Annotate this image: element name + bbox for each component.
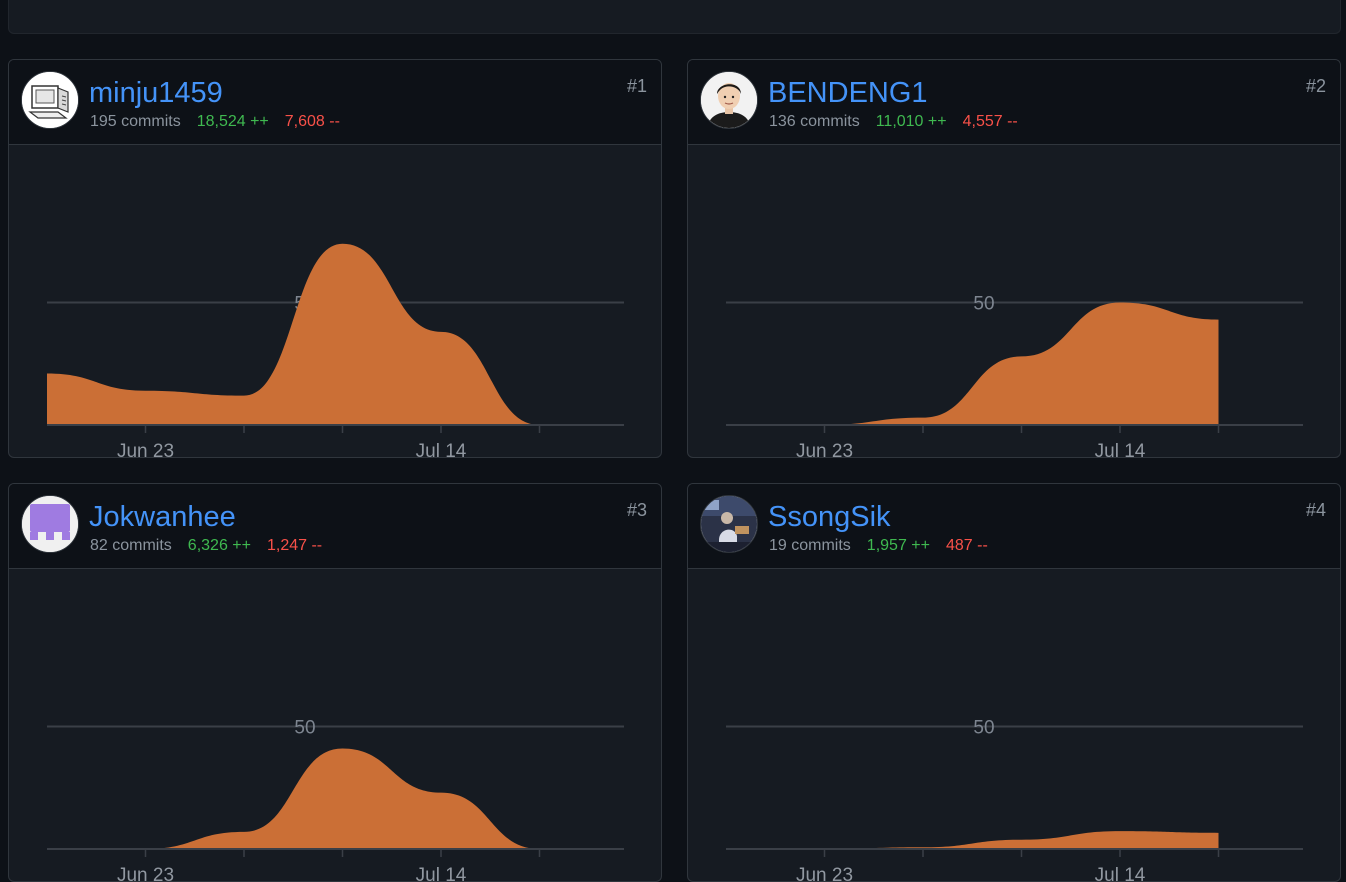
x-tick-label: Jun 23 — [117, 441, 174, 457]
rank-label: #1 — [626, 76, 647, 96]
commits-area — [47, 748, 540, 849]
contributor-header: minju1459 195 commits 18,524 ++ 7,608 -- #… — [9, 60, 661, 145]
x-tick-label: Jul 14 — [416, 441, 467, 457]
contributor-card: SsongSik 19 commits 1,957 ++ 487 -- #4 50 J… — [687, 483, 1341, 882]
contributor-header: SsongSik 19 commits 1,957 ++ 487 -- #4 — [688, 484, 1340, 569]
top-panel — [8, 0, 1341, 34]
x-tick-label: Jun 23 — [796, 865, 853, 881]
deletions-count: 487 -- — [945, 537, 988, 554]
contributor-header: Jokwanhee 82 commits 6,326 ++ 1,247 -- #3 — [9, 484, 661, 569]
x-tick-label: Jun 23 — [796, 441, 853, 457]
commits-link[interactable]: 195 commits — [90, 113, 181, 130]
purple-identicon-avatar-icon[interactable] — [21, 495, 79, 553]
gridline-label: 50 — [973, 294, 994, 315]
x-tick-label: Jul 14 — [416, 865, 467, 881]
username-link[interactable]: SsongSik — [768, 501, 891, 533]
username-link[interactable]: Jokwanhee — [89, 501, 236, 533]
photo-avatar-icon[interactable] — [700, 495, 758, 553]
commits-link[interactable]: 136 commits — [769, 113, 860, 130]
deletions-count: 1,247 -- — [266, 537, 323, 554]
contributor-stats: 195 commits 18,524 ++ 7,608 -- — [90, 112, 340, 132]
commits-area — [726, 302, 1219, 425]
rank-label: #3 — [626, 500, 647, 520]
contributor-header: BENDENG1 136 commits 11,010 ++ 4,557 -- #2 — [688, 60, 1340, 145]
sketch-computer-avatar-icon[interactable] — [21, 71, 79, 129]
additions-count: 1,957 ++ — [866, 537, 930, 554]
rank-label: #4 — [1305, 500, 1326, 520]
commits-link[interactable]: 19 commits — [769, 537, 851, 554]
contributor-stats: 136 commits 11,010 ++ 4,557 -- — [769, 112, 1018, 132]
username-link[interactable]: minju1459 — [89, 77, 223, 109]
commit-activity-chart: 50 Jun 23 Jul 14 — [726, 294, 1303, 457]
x-tick-label: Jun 23 — [117, 865, 174, 881]
deletions-count: 7,608 -- — [284, 113, 340, 130]
commits-area — [47, 243, 540, 425]
x-tick-label: Jul 14 — [1095, 441, 1146, 457]
commits-area — [726, 831, 1219, 849]
contributor-card: BENDENG1 136 commits 11,010 ++ 4,557 -- #2… — [687, 59, 1341, 458]
contributor-card: minju1459 195 commits 18,524 ++ 7,608 -- #… — [8, 59, 662, 458]
additions-count: 11,010 ++ — [875, 113, 947, 130]
x-tick-label: Jul 14 — [1095, 865, 1146, 881]
contributor-stats: 82 commits 6,326 ++ 1,247 -- — [90, 536, 322, 556]
deletions-count: 4,557 -- — [962, 113, 1018, 130]
commits-link[interactable]: 82 commits — [90, 537, 172, 554]
contributor-card: Jokwanhee 82 commits 6,326 ++ 1,247 -- #3 … — [8, 483, 662, 882]
gridline-label: 50 — [294, 718, 315, 739]
additions-count: 6,326 ++ — [187, 537, 251, 554]
commit-activity-chart: 50 Jun 23 Jul 14 — [726, 718, 1303, 881]
additions-count: 18,524 ++ — [196, 113, 269, 130]
gridline-label: 50 — [973, 718, 994, 739]
commit-activity-chart: 50 Jun 23 Jul 14 — [47, 718, 624, 881]
portrait-photo-avatar-icon[interactable] — [700, 71, 758, 129]
contributor-stats: 19 commits 1,957 ++ 487 -- — [769, 536, 988, 556]
rank-label: #2 — [1305, 76, 1326, 96]
username-link[interactable]: BENDENG1 — [768, 77, 928, 109]
